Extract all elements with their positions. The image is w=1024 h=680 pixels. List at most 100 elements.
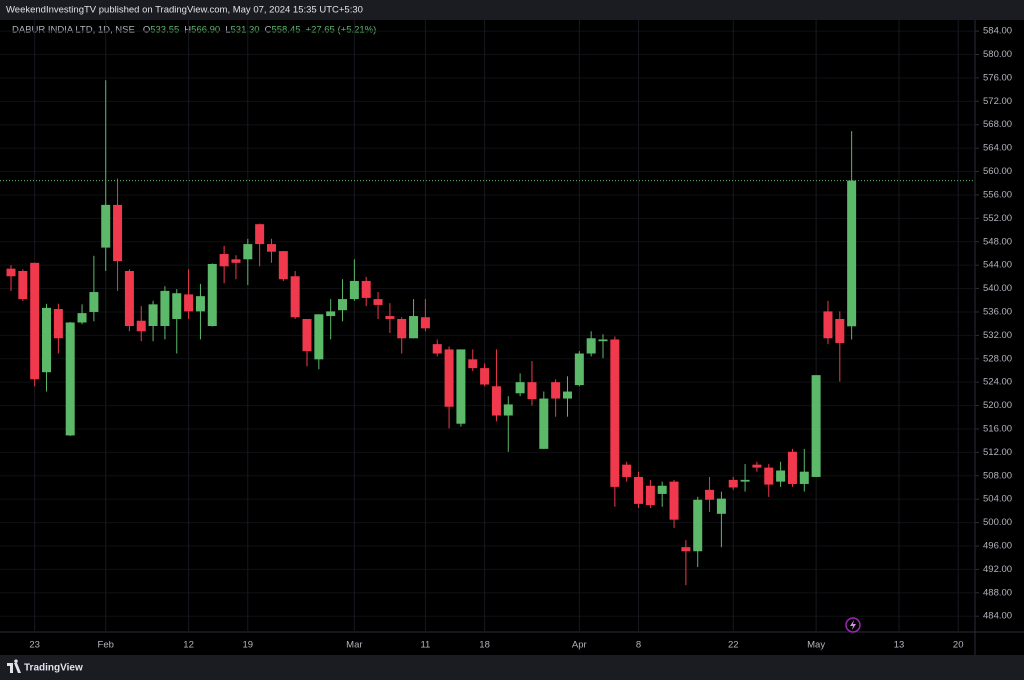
x-tick-label: 20: [953, 640, 964, 651]
publish-info: WeekendInvestingTV published on TradingV…: [6, 5, 363, 16]
candle-body: [539, 398, 549, 449]
event-icon-bolt: [850, 620, 856, 630]
x-tick-label: May: [807, 640, 825, 651]
candle-body: [89, 292, 99, 312]
tv-logo: [7, 659, 21, 673]
candle-body: [562, 391, 572, 399]
candle-body: [764, 467, 774, 485]
y-tick-label: 564.00: [983, 143, 1012, 154]
candle-body: [373, 299, 383, 305]
candle-body: [113, 204, 123, 262]
candle-body: [799, 471, 809, 484]
candle-body: [776, 470, 786, 482]
candle-body: [53, 309, 63, 339]
y-tick-label: 488.00: [983, 587, 1012, 598]
x-tick-label: 11: [420, 640, 430, 651]
candle-body: [716, 498, 726, 514]
candle-body: [124, 271, 134, 326]
legend-value: 531.30: [231, 25, 260, 36]
candle-body: [219, 254, 229, 267]
y-tick-label: 552.00: [983, 213, 1012, 224]
y-tick-label: 548.00: [983, 236, 1012, 247]
candle-body: [740, 479, 750, 482]
candle-body: [184, 294, 194, 312]
candle-body: [349, 280, 359, 300]
y-tick-label: 532.00: [983, 330, 1012, 341]
y-tick-label: 484.00: [983, 611, 1012, 622]
candle-body: [847, 180, 857, 327]
x-tick-label: 12: [183, 640, 194, 651]
candle-body: [278, 251, 288, 280]
candle-body: [77, 313, 87, 323]
legend-key: H: [184, 25, 191, 36]
candle-body: [290, 276, 300, 318]
candle-body: [610, 339, 620, 487]
candle-body: [835, 318, 845, 343]
candle-body: [65, 322, 75, 436]
symbol: DABUR INDIA LTD, 1D, NSE: [12, 25, 135, 36]
candle-body: [195, 296, 205, 312]
candle-body: [705, 489, 715, 500]
x-tick-label: Apr: [572, 640, 587, 651]
legend-change: +27.65 (+5.21%): [306, 25, 377, 36]
candle-body: [101, 204, 111, 248]
y-tick-label: 580.00: [983, 49, 1012, 60]
x-tick-label: 22: [728, 640, 739, 651]
candle-body: [622, 464, 632, 477]
y-tick-label: 508.00: [983, 470, 1012, 481]
y-tick-label: 492.00: [983, 564, 1012, 575]
y-tick-label: 524.00: [983, 377, 1012, 388]
candle-body: [30, 262, 40, 380]
candle-body: [693, 499, 703, 552]
candle-body: [491, 386, 501, 416]
candle-body: [551, 382, 561, 399]
candle-body: [480, 368, 490, 385]
candle-body: [728, 479, 738, 488]
candle-body: [811, 375, 821, 477]
y-tick-label: 528.00: [983, 353, 1012, 364]
candle-body: [409, 316, 419, 339]
candle-body: [634, 476, 644, 504]
candle-body: [657, 485, 667, 494]
y-tick-label: 556.00: [983, 189, 1012, 200]
candle-body: [136, 320, 146, 332]
y-tick-label: 536.00: [983, 306, 1012, 317]
y-tick-label: 500.00: [983, 517, 1012, 528]
legend-value: 533.55: [150, 25, 179, 36]
candle-body: [148, 304, 158, 326]
y-tick-label: 560.00: [983, 166, 1012, 177]
candle-body: [574, 353, 584, 386]
candle-body: [787, 451, 797, 484]
y-tick-label: 544.00: [983, 260, 1012, 271]
x-tick-label: 23: [29, 640, 40, 651]
candle-body: [468, 359, 478, 369]
legend-value: 566.90: [191, 25, 220, 36]
candle-body: [681, 547, 691, 552]
candle-body: [669, 481, 679, 520]
y-tick-label: 584.00: [983, 26, 1012, 37]
bottom-bar: [0, 655, 1024, 680]
x-tick-label: Feb: [98, 640, 114, 651]
candle-body: [266, 244, 276, 252]
y-tick-label: 572.00: [983, 96, 1012, 107]
candle-body: [598, 339, 608, 342]
candle-body: [503, 404, 513, 416]
x-tick-label: 8: [636, 640, 641, 651]
candle-body: [645, 485, 655, 506]
candle-body: [255, 224, 265, 245]
y-tick-label: 504.00: [983, 494, 1012, 505]
y-tick-label: 512.00: [983, 447, 1012, 458]
candle-body: [231, 259, 241, 263]
candle-body: [823, 311, 833, 339]
candle-body: [385, 316, 395, 319]
y-tick-label: 516.00: [983, 423, 1012, 434]
legend-key: C: [265, 25, 272, 36]
y-tick-label: 568.00: [983, 119, 1012, 130]
candle-body: [444, 349, 454, 407]
candle-body: [515, 382, 525, 394]
x-tick-label: 19: [243, 640, 254, 651]
candle-body: [397, 318, 407, 339]
